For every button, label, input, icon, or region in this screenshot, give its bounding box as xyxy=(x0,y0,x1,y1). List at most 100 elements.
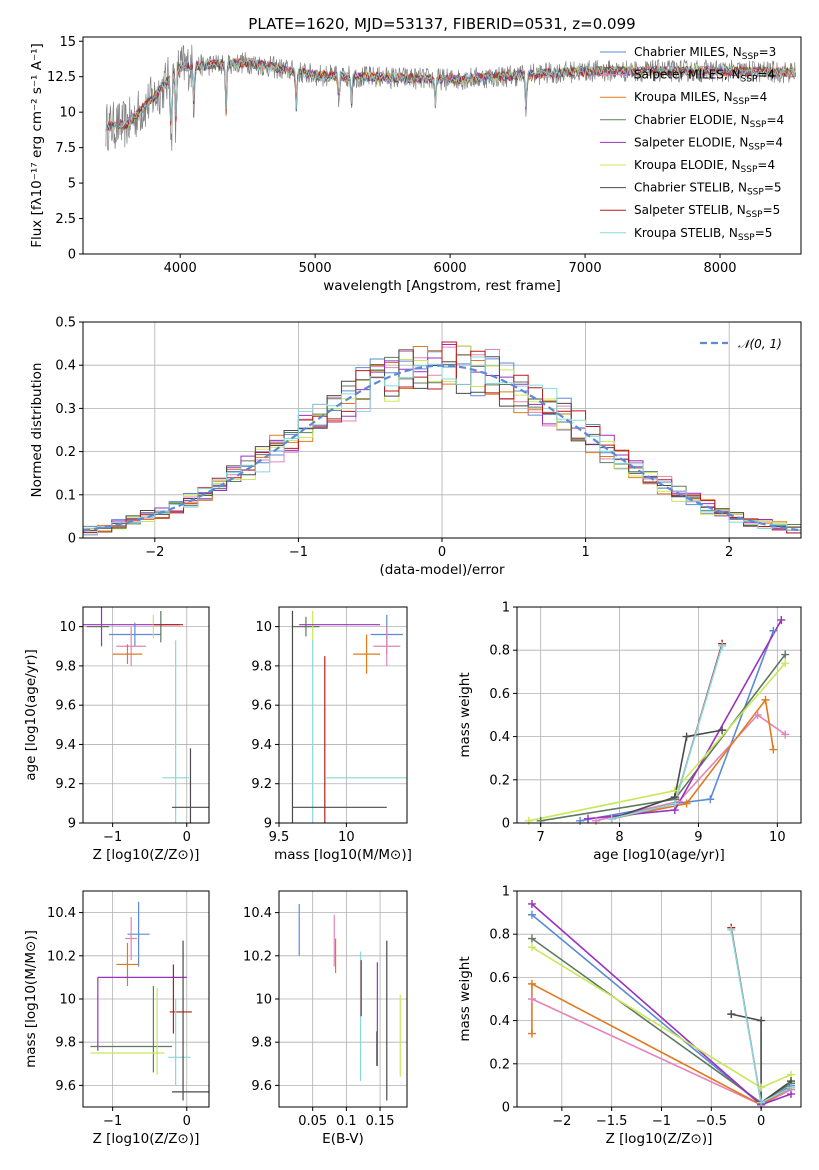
x-tick-label: 0.1 xyxy=(336,1114,357,1129)
y-tick-label: 9.6 xyxy=(55,1079,76,1094)
x-tick-label: 7000 xyxy=(569,261,602,276)
data-point-chabrier_elodie xyxy=(781,650,790,659)
legend-sub: SSP xyxy=(746,210,763,220)
series-line-kroupa_miles xyxy=(611,697,775,820)
legend-val: =3 xyxy=(759,45,777,59)
x-tick-label: −1 xyxy=(652,1114,671,1129)
legend-val: =4 xyxy=(757,68,775,82)
y-tick-label: 0 xyxy=(68,248,76,263)
legend-text: Salpeter MILES, N xyxy=(634,68,741,82)
series-line-chabrier_miles xyxy=(579,630,775,822)
axes-frame xyxy=(516,606,802,824)
legend-text: Kroupa MILES, N xyxy=(634,90,733,104)
y-tick-label: 2.5 xyxy=(55,212,76,227)
x-tick-label: −0.5 xyxy=(696,1114,728,1129)
x-axis-label: age [log10(age/yr)] xyxy=(593,847,725,863)
y-tick-label: 9.4 xyxy=(251,738,272,753)
data-point-kroupa_miles xyxy=(769,745,778,754)
y-tick-label: 12.5 xyxy=(47,70,76,85)
data-point-kroupa_miles xyxy=(682,799,691,808)
plot-area xyxy=(83,891,209,1107)
y-tick-label: 0 xyxy=(502,1101,510,1116)
legend-val: =4 xyxy=(766,113,784,127)
x-tick-label: 0.15 xyxy=(366,1114,395,1129)
plot-area xyxy=(517,891,801,1107)
chart-z_mass: −1 0 9.6 9.8 10 10.2 10.4 Z [log10(Z/Z⊙)] mass [… xyxy=(23,890,210,1147)
y-tick-label: 0.8 xyxy=(489,928,510,943)
data-point-kroupa_stelib xyxy=(757,1098,766,1107)
y-axis-label: mass weight xyxy=(457,956,473,1041)
x-axis-label: (data-model)/error xyxy=(379,562,505,578)
legend-text: Chabrier MILES, N xyxy=(634,45,742,59)
y-tick-label: 10 xyxy=(59,993,76,1008)
data-point-salpeter_miles xyxy=(781,730,790,739)
y-tick-label: 9.8 xyxy=(251,659,272,674)
data-point-chabrier_stelib xyxy=(718,726,727,735)
x-tick-label: 9.5 xyxy=(269,830,290,845)
legend-sub: SSP xyxy=(733,97,750,107)
y-tick-label: 10 xyxy=(59,106,76,121)
data-point-salpeter_miles xyxy=(591,816,600,825)
data-point-kroupa_miles xyxy=(761,695,770,704)
y-tick-label: 10.4 xyxy=(243,906,272,921)
y-tick-label: 9.6 xyxy=(251,1079,272,1094)
y-tick-label: 0.4 xyxy=(489,730,510,745)
y-tick-label: 10.2 xyxy=(47,949,76,964)
y-tick-label: 0.4 xyxy=(489,1014,510,1029)
y-tick-label: 7.5 xyxy=(55,141,76,156)
x-axis-label: mass [log10(M/M⊙)] xyxy=(274,847,412,863)
x-tick-label: 5000 xyxy=(299,261,332,276)
legend-val: =5 xyxy=(764,181,782,195)
y-tick-label: 0.8 xyxy=(489,644,510,659)
x-tick-label: 0 xyxy=(438,545,446,560)
x-tick-label: −2 xyxy=(145,545,164,560)
legend-val: =4 xyxy=(757,158,775,172)
x-tick-label: 9 xyxy=(694,830,702,845)
legend-label: Salpeter STELIB, NSSP=5 xyxy=(634,203,780,220)
data-point-kroupa_stelib xyxy=(607,814,616,823)
y-tick-label: 0.3 xyxy=(55,402,76,417)
data-point-salpeter_elodie xyxy=(584,814,592,823)
chart-title: PLATE=1620, MJD=53137, FIBERID=0531, z=0… xyxy=(248,15,635,33)
model-line-kroupa_stelib xyxy=(105,56,796,132)
y-tick-label: 0.2 xyxy=(489,1057,510,1072)
x-axis-label: Z [log10(Z/Z⊙)] xyxy=(93,847,200,863)
y-tick-label: 5 xyxy=(68,177,76,192)
data-point-kroupa_stelib xyxy=(727,925,736,934)
data-point-kroupa_stelib xyxy=(787,1083,796,1092)
plot-area xyxy=(83,607,209,823)
data-point-chabrier_stelib xyxy=(757,1016,766,1025)
y-tick-label: 0.2 xyxy=(55,445,76,460)
legend-label: Kroupa MILES, NSSP=4 xyxy=(634,90,767,107)
chart-legend: 𝒩(0, 1) xyxy=(700,337,782,351)
x-axis-label: E(B-V) xyxy=(322,1131,364,1147)
spectrum-data-line xyxy=(105,44,796,152)
y-tick-label: 10 xyxy=(59,620,76,635)
y-tick-label: 15 xyxy=(59,35,76,50)
x-tick-label: 0 xyxy=(183,830,191,845)
y-tick-label: 10.4 xyxy=(47,906,76,921)
y-tick-label: 9.2 xyxy=(55,777,76,792)
data-point-kroupa_elodie xyxy=(757,1083,766,1092)
y-tick-label: 9.6 xyxy=(55,699,76,714)
legend-label: Chabrier STELIB, NSSP=5 xyxy=(634,181,782,198)
series-line-salpeter_miles xyxy=(595,713,786,822)
x-tick-label: 0.05 xyxy=(298,1114,327,1129)
legend-label: Chabrier ELODIE, NSSP=4 xyxy=(634,113,784,130)
x-tick-label: 0 xyxy=(757,1114,765,1129)
data-point-kroupa_elodie xyxy=(524,816,533,825)
legend-label: Chabrier MILES, NSSP=3 xyxy=(634,45,776,62)
legend-sub: SSP xyxy=(747,188,764,198)
chart-mass_age: 9.5 10 9 9.2 9.4 9.6 9.8 10 mass [log10(M/M⊙)] xyxy=(251,606,412,863)
data-point-kroupa_miles xyxy=(527,979,536,988)
legend-label: 𝒩(0, 1) xyxy=(738,337,782,351)
legend-val: =5 xyxy=(755,226,773,240)
legend-text: Chabrier STELIB, N xyxy=(634,181,747,195)
x-axis-label: wavelength [Angstrom, rest frame] xyxy=(323,278,561,294)
legend-val: =4 xyxy=(765,135,783,149)
y-axis-label: mass weight xyxy=(457,672,473,757)
chart-residuals: 𝒩(0, 1) −2 −1 0 1 2 0 0.1 0.2 0.3 0.4 0.5 (data-mode… xyxy=(29,316,802,578)
series-line-kroupa_miles xyxy=(531,982,792,1106)
data-point-kroupa_stelib xyxy=(670,799,679,808)
